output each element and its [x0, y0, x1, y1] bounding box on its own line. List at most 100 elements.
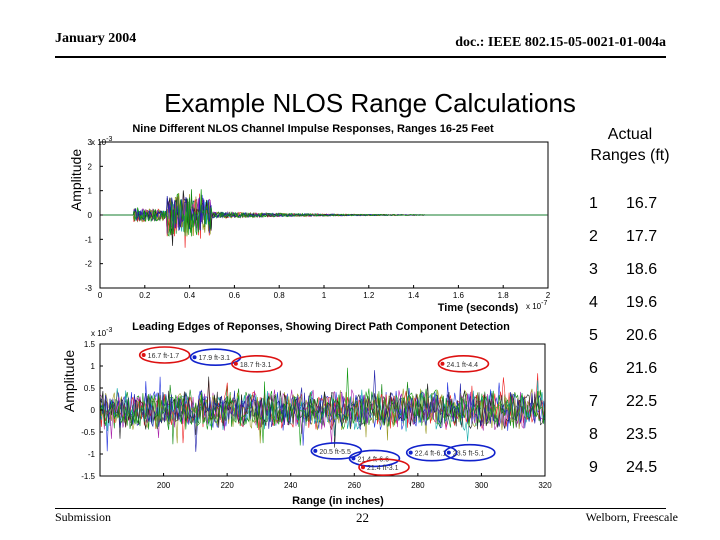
- top-x-tick-label: 1.6: [453, 291, 465, 300]
- bottom-x-tick-label: 280: [411, 481, 425, 490]
- bottom-x-tick-label: 240: [284, 481, 298, 490]
- bottom-y-tick-label: -1: [88, 450, 96, 459]
- range-index: 8: [589, 426, 598, 443]
- range-row: 1 16.7: [580, 187, 700, 220]
- detection-point: [361, 465, 365, 470]
- bottom-x-tick-label: 300: [475, 481, 489, 490]
- range-index: 1: [589, 195, 598, 212]
- range-index: 4: [589, 294, 598, 311]
- top-x-tick-label: 1.4: [408, 291, 420, 300]
- header-doc-id: doc.: IEEE 802.15-05-0021-01-004a: [455, 35, 666, 50]
- range-index: 9: [589, 459, 598, 476]
- detection-highlight: [231, 354, 283, 373]
- range-value: 24.5: [626, 459, 658, 476]
- range-value: 21.6: [626, 360, 658, 377]
- detection-label: 23.5 ft-5.1: [453, 451, 485, 458]
- top-chart: Nine Different NLOS Channel Impulse Resp…: [68, 123, 551, 314]
- top-y-tick-label: 1: [88, 187, 93, 196]
- detection-highlight: [358, 458, 410, 477]
- range-row: 7 22.5: [580, 385, 700, 418]
- detection-point: [440, 361, 445, 366]
- top-chart-traces: [100, 189, 548, 248]
- bottom-y-tick-label: 1.5: [84, 340, 96, 349]
- bottom-y-tick-label: 0.5: [84, 384, 96, 393]
- footer-divider: [55, 508, 666, 509]
- top-y-tick-label: 2: [88, 162, 93, 171]
- range-row: 4 19.6: [580, 286, 700, 319]
- top-y-tick-label: -3: [85, 284, 93, 293]
- bottom-y-tick-label: -1.5: [81, 472, 95, 481]
- bottom-chart-xlabel: Range (in inches): [292, 495, 384, 507]
- top-y-tick-label: -2: [85, 260, 93, 269]
- bottom-series-line: [99, 389, 546, 444]
- detection-point: [313, 448, 318, 453]
- bottom-series-line: [99, 367, 546, 446]
- detection-highlight: [444, 443, 496, 462]
- detection-label: 17.9 ft-3.1: [199, 355, 231, 362]
- detection-label: 16.7 ft-1.7: [148, 353, 180, 360]
- range-index: 7: [589, 393, 598, 410]
- range-row: 9 24.5: [580, 451, 700, 484]
- detection-highlight: [138, 346, 191, 364]
- top-x-tick-label: 2: [546, 291, 551, 300]
- bottom-x-tick-label: 260: [348, 481, 362, 490]
- range-row: 5 20.6: [580, 319, 700, 352]
- detection-highlight: [348, 449, 401, 468]
- footer-author: Welborn, Freescale: [585, 510, 678, 524]
- detection-point: [351, 456, 356, 461]
- detection-point: [446, 450, 451, 455]
- top-x-tick-label: 0.4: [184, 291, 196, 300]
- range-value: 20.6: [626, 327, 658, 344]
- top-chart-xlabel: Time (seconds): [438, 302, 519, 314]
- ranges-header: Actual Ranges (ft): [590, 126, 670, 164]
- range-value: 18.6: [626, 261, 658, 278]
- detection-point: [141, 353, 146, 357]
- detection-highlight: [405, 443, 458, 462]
- detection-highlight: [437, 354, 490, 373]
- top-chart-title: Nine Different NLOS Channel Impulse Resp…: [132, 123, 494, 135]
- range-row: 8 23.5: [580, 418, 700, 451]
- bottom-x-tick-label: 320: [538, 481, 552, 490]
- bottom-y-tick-label: -0.5: [81, 428, 95, 437]
- header-divider: [55, 56, 666, 58]
- footer-submission: Submission: [55, 510, 112, 524]
- bottom-chart-traces: [99, 367, 546, 452]
- detection-label: 20.5 ft-5.5: [319, 449, 351, 456]
- bottom-chart-ylabel: Amplitude: [61, 350, 77, 412]
- top-x-tick-label: 1.8: [498, 291, 510, 300]
- bottom-chart-annotations: 16.7 ft-1.7 17.9 ft-3.1 18.7 ft-3.1 24.1 ft…: [138, 346, 496, 477]
- bottom-y-tick-label: 0: [91, 406, 96, 415]
- top-series-line: [100, 189, 548, 237]
- top-x-tick-label: 0.8: [274, 291, 286, 300]
- range-value: 16.7: [626, 195, 658, 212]
- range-row: 3 18.6: [580, 253, 700, 286]
- top-x-tick-label: 1.2: [363, 291, 375, 300]
- top-chart-y-exponent: x 10-3: [91, 136, 112, 147]
- detection-point: [192, 355, 197, 360]
- top-x-tick-label: 0: [98, 291, 103, 300]
- top-chart-ticks: 0 0.2 0.4 0.6 0.8 1 1.2 1.4 1.6 1.8 2 3 2 1 0 -1 -2 -3: [85, 138, 551, 300]
- range-index: 5: [589, 327, 598, 344]
- range-value: 22.5: [626, 393, 658, 410]
- bottom-y-tick-label: 1: [91, 362, 96, 371]
- detection-label: 21.4 ft-3.1: [367, 465, 399, 472]
- bottom-chart-ticks: 200 220 240 260 280 300 320 1.5 1 0.5 0 -0.5 -1 -1.5: [81, 340, 552, 490]
- bottom-series-line: [99, 370, 546, 452]
- slide-title: Example NLOS Range Calculations: [164, 88, 576, 118]
- detection-label: 18.7 ft-3.1: [240, 362, 272, 369]
- range-row: 6 21.6: [580, 352, 700, 385]
- footer-page-number: 22: [356, 510, 369, 525]
- range-value: 19.6: [626, 294, 658, 311]
- range-row: 2 17.7: [580, 220, 700, 253]
- detection-point: [233, 361, 238, 366]
- top-y-tick-label: 3: [88, 138, 93, 147]
- top-y-tick-label: -1: [85, 235, 93, 244]
- detection-point: [408, 450, 413, 455]
- range-index: 3: [589, 261, 598, 278]
- detection-label: 22.4 ft-6.1: [415, 451, 447, 458]
- top-x-tick-label: 1: [322, 291, 327, 300]
- bottom-series-line: [99, 376, 545, 448]
- top-y-tick-label: 0: [88, 211, 93, 220]
- top-chart-ylabel: Amplitude: [68, 149, 84, 211]
- top-x-tick-label: 0.6: [229, 291, 241, 300]
